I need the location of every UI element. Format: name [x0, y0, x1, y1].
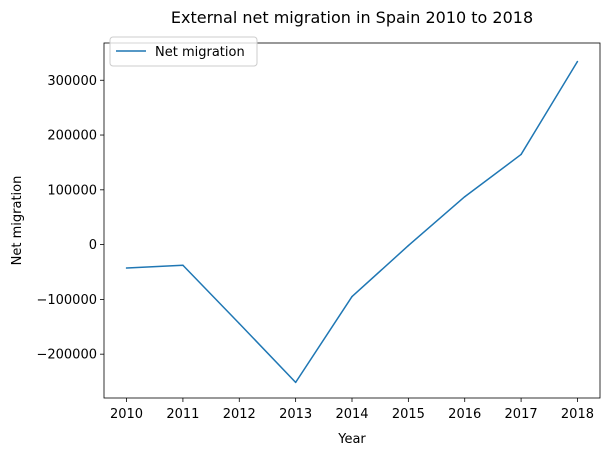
series-line-net-migration [126, 61, 579, 384]
x-tick-label: 2014 [335, 407, 368, 422]
y-axis-ticks: −200000 −100000 0 100000 200000 300000 [36, 74, 104, 363]
data-point [125, 267, 128, 269]
axes-frame [103, 42, 601, 399]
chart-title: External net migration in Spain 2010 to … [171, 8, 533, 27]
y-axis-label: Net migration [10, 176, 25, 266]
x-tick-label: 2011 [166, 407, 199, 422]
series-layer [125, 60, 579, 384]
x-tick-label: 2017 [505, 407, 538, 422]
data-point [463, 195, 466, 198]
legend: Net migration [109, 36, 258, 67]
data-point [520, 153, 522, 156]
data-point [294, 381, 297, 384]
x-tick-label: 2013 [279, 407, 312, 422]
x-tick-label: 2018 [561, 407, 594, 422]
data-point [407, 244, 410, 247]
data-point [351, 295, 353, 298]
x-tick-label: 2015 [392, 407, 425, 422]
y-tick-label: −200000 [36, 348, 97, 363]
y-tick-label: 200000 [47, 129, 97, 144]
x-axis-ticks: 2010 2011 2012 2013 2014 2015 2016 2017 2018 [110, 398, 594, 422]
x-axis-label: Year [337, 432, 366, 447]
data-point [238, 322, 241, 325]
legend-label: Net migration [155, 45, 245, 60]
y-tick-label: 100000 [47, 183, 97, 198]
y-tick-label: 300000 [47, 74, 97, 89]
data-point [576, 60, 579, 63]
x-tick-label: 2010 [110, 407, 143, 422]
y-tick-label: 0 [89, 238, 97, 253]
x-tick-label: 2012 [223, 407, 256, 422]
legend-box [109, 36, 258, 67]
x-tick-label: 2016 [448, 407, 481, 422]
data-point [182, 264, 184, 267]
y-tick-label: −100000 [36, 293, 97, 308]
